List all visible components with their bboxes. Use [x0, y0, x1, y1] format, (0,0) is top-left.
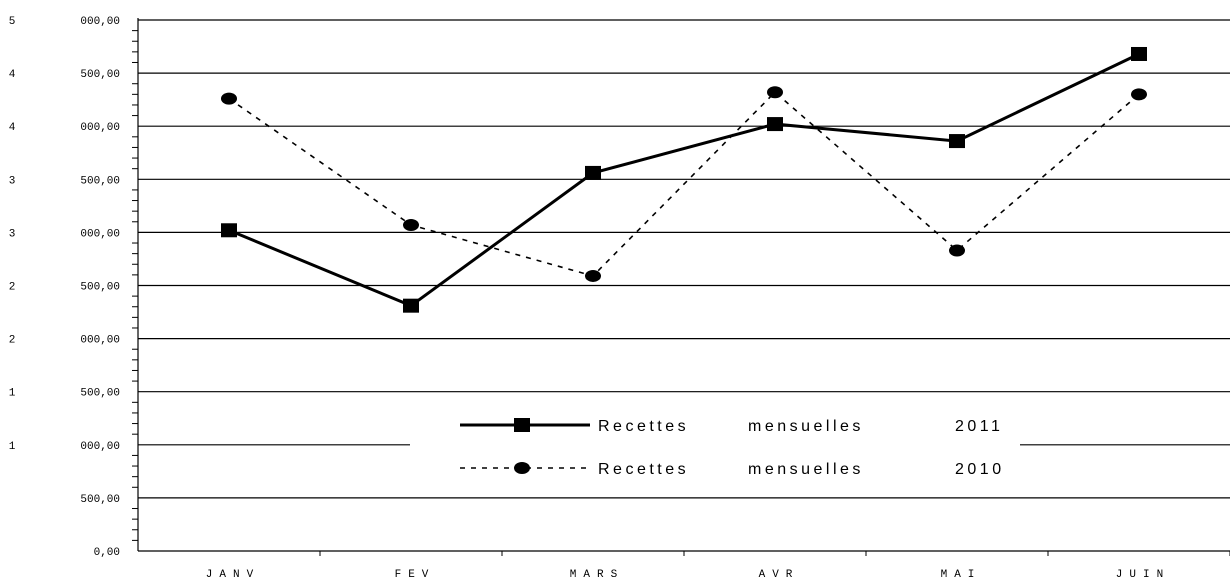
y-tick-label-prefix: 2: [9, 335, 16, 347]
data-point-square: [221, 223, 237, 238]
y-tick-label: 500,00: [80, 282, 120, 294]
legend-marker-square: [514, 418, 530, 432]
x-tick-label: JANV: [206, 569, 260, 581]
y-tick-label: 000,00: [80, 16, 120, 28]
series-1: [221, 46, 1147, 313]
y-tick-label: 500,00: [80, 69, 120, 81]
y-tick-label: 000,00: [80, 441, 120, 453]
legend-label: 2010: [955, 461, 1005, 478]
y-tick-label: 000,00: [80, 228, 120, 240]
y-tick-label-prefix: 3: [9, 175, 16, 187]
y-tick-label-prefix: 4: [9, 69, 16, 81]
y-tick-label: 500,00: [80, 388, 120, 400]
x-tick-label: MAI: [941, 569, 982, 581]
legend-label: Recettes: [598, 461, 689, 478]
series-line: [228, 52, 1140, 308]
data-point-circle: [221, 92, 237, 105]
grid-lines: [138, 19, 1230, 499]
legend-label: mensuelles: [748, 461, 864, 478]
data-point-circle: [585, 269, 601, 282]
y-tick-label-prefix: 4: [9, 122, 16, 134]
y-tick-label-prefix: 3: [9, 228, 16, 240]
data-point-square: [767, 117, 783, 132]
data-point-square: [1131, 46, 1147, 61]
x-tick-labels: JANV FEV MARS AVR MAI JUIN: [206, 569, 1170, 581]
data-point-circle: [403, 218, 419, 231]
data-point-circle: [949, 244, 965, 257]
legend-item: Recettes mensuelles 2011: [460, 418, 1003, 435]
legend-item: Recettes mensuelles 2010: [460, 461, 1005, 478]
legend: Recettes mensuelles 2011 Recettes mensuelles…: [460, 418, 1005, 478]
legend-label: 2011: [955, 418, 1003, 435]
data-point-circle: [767, 86, 783, 99]
series: [221, 46, 1147, 313]
x-tick-label: FEV: [395, 569, 436, 581]
axes: [132, 18, 1230, 556]
series-2: [221, 86, 1147, 282]
y-tick-label: 0,00: [94, 547, 120, 559]
x-tick-label: JUIN: [1116, 569, 1170, 581]
data-point-circle: [1131, 88, 1147, 101]
y-tick-label-prefix: 5: [9, 16, 16, 28]
y-tick-label-prefix: 1: [9, 441, 16, 453]
legend-marker-circle: [514, 462, 530, 474]
y-tick-label-prefix: 1: [9, 388, 16, 400]
y-tick-label: 500,00: [80, 175, 120, 187]
series-line: [228, 91, 1140, 277]
y-tick-label-prefix: 2: [9, 282, 16, 294]
legend-label: mensuelles: [748, 418, 864, 435]
y-tick-labels: 0,00 500,00 1 000,00 1 500,00 2 000,00 2 500,00 3 0…: [9, 16, 120, 559]
legend-label: Recettes: [598, 418, 689, 435]
x-tick-label: MARS: [570, 569, 624, 581]
y-tick-label: 000,00: [80, 122, 120, 134]
data-point-square: [585, 165, 601, 180]
y-tick-label: 000,00: [80, 335, 120, 347]
data-point-square: [403, 298, 419, 313]
y-tick-label: 500,00: [80, 494, 120, 506]
data-point-square: [949, 134, 965, 149]
x-tick-label: AVR: [759, 569, 800, 581]
